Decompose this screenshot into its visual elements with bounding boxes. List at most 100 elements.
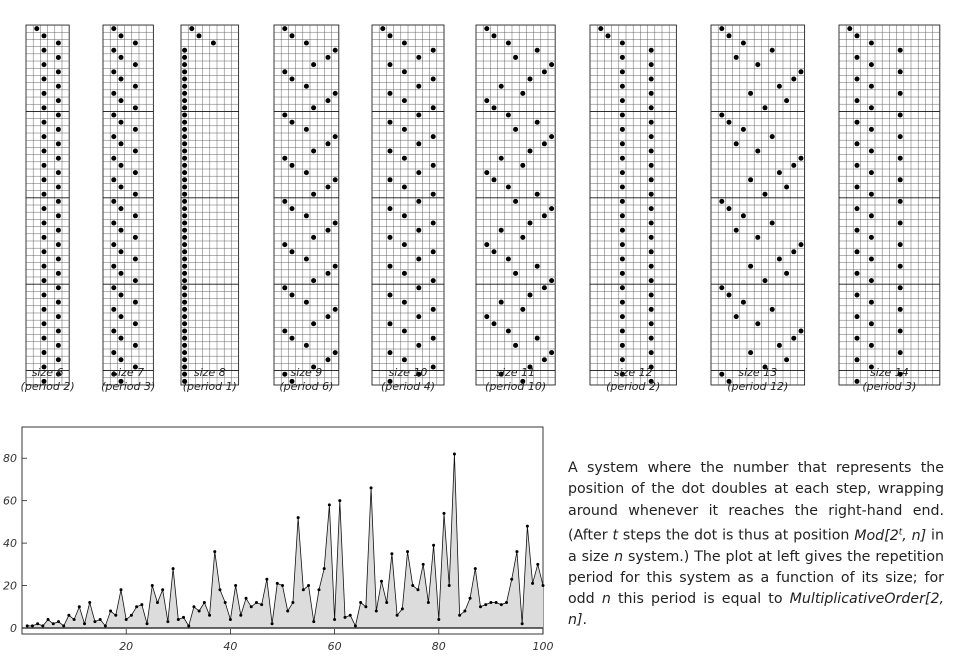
dot	[416, 54, 422, 60]
dot	[534, 47, 540, 53]
dot	[182, 141, 188, 147]
dot	[854, 33, 860, 39]
data-point	[463, 609, 467, 613]
dot	[41, 292, 47, 298]
panel-period-label: (period 4)	[380, 380, 436, 393]
panel-size-14	[838, 24, 941, 386]
dot	[868, 83, 874, 89]
dot	[854, 98, 860, 104]
dot	[798, 242, 804, 248]
dot	[854, 292, 860, 298]
dot	[332, 134, 338, 140]
dot	[854, 54, 860, 60]
dot	[648, 206, 654, 212]
data-point	[473, 567, 477, 571]
dot	[182, 184, 188, 190]
panel-caption: size 14 (period 3)	[839, 366, 939, 394]
data-point	[406, 550, 410, 554]
dot	[798, 328, 804, 334]
dot	[791, 76, 797, 82]
dot	[541, 69, 547, 75]
dot	[111, 371, 117, 377]
dot	[332, 177, 338, 183]
dot	[182, 162, 188, 168]
caption-mod-end: , n]	[902, 527, 927, 544]
x-tick-label: 80	[432, 640, 446, 653]
data-point	[494, 601, 498, 605]
dot	[41, 278, 47, 284]
data-point	[343, 615, 347, 619]
data-point	[182, 615, 186, 619]
dot	[289, 162, 295, 168]
dot	[527, 364, 533, 370]
dot	[549, 134, 555, 140]
dot	[648, 364, 654, 370]
data-point	[98, 618, 102, 622]
caption-var-n: n	[614, 548, 624, 565]
data-point	[510, 577, 514, 581]
x-tick-label: 40	[223, 640, 237, 653]
caption-var-n-2: n	[601, 591, 611, 608]
panel-period-label: (period 10)	[485, 380, 547, 393]
dot	[55, 40, 61, 46]
dot	[401, 357, 407, 363]
dot	[897, 47, 903, 53]
dot	[332, 220, 338, 226]
data-point	[140, 603, 144, 607]
dot	[648, 220, 654, 226]
dot	[897, 263, 903, 269]
data-point	[109, 609, 113, 613]
dot	[189, 26, 195, 32]
data-point	[442, 511, 446, 515]
dot	[55, 184, 61, 190]
dot	[182, 213, 188, 219]
dot	[762, 364, 768, 370]
panel-grid	[710, 24, 806, 386]
data-point	[525, 524, 529, 528]
dot	[648, 105, 654, 111]
dot	[55, 285, 61, 291]
dot	[55, 213, 61, 219]
dot	[132, 213, 138, 219]
dot	[798, 155, 804, 161]
dot	[325, 54, 331, 60]
dot	[776, 170, 782, 176]
data-point	[432, 543, 436, 547]
data-point	[171, 567, 175, 571]
dot	[387, 321, 393, 327]
dot	[111, 220, 117, 226]
dot	[182, 198, 188, 204]
plot-frame	[21, 426, 544, 635]
dot	[182, 249, 188, 255]
dot	[619, 141, 625, 147]
period-plot: 0 20 40 60 80 20 40 60 80 100	[3, 426, 554, 653]
dot	[118, 206, 124, 212]
dot	[868, 213, 874, 219]
dot	[118, 292, 124, 298]
dot	[484, 98, 490, 104]
dot	[513, 342, 519, 348]
dot	[387, 90, 393, 96]
dot	[619, 242, 625, 248]
dot	[868, 321, 874, 327]
dot	[118, 162, 124, 168]
series-area	[27, 453, 543, 628]
dot	[380, 26, 386, 32]
dot	[289, 335, 295, 341]
dot	[55, 357, 61, 363]
dot	[854, 227, 860, 233]
dot	[868, 105, 874, 111]
dot	[387, 350, 393, 356]
dot	[111, 26, 117, 32]
y-tick-label: 80	[3, 452, 17, 465]
data-point	[135, 605, 139, 609]
panel-caption: size 11 (period 10)	[466, 366, 566, 394]
data-point	[46, 618, 50, 622]
dot	[332, 47, 338, 53]
caption-text-6: .	[582, 612, 588, 629]
dot	[619, 126, 625, 132]
dot	[303, 256, 309, 262]
dot	[182, 47, 188, 53]
dot	[182, 371, 188, 377]
dot	[111, 69, 117, 75]
